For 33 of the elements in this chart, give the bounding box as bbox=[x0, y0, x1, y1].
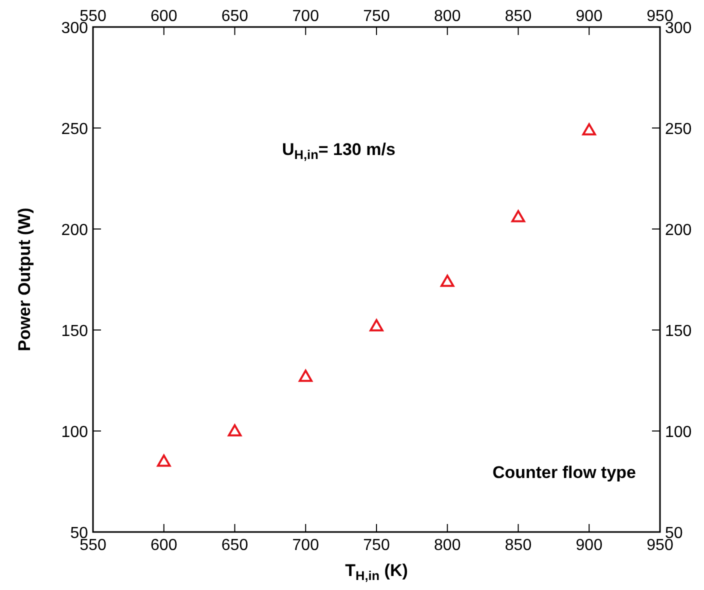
x2-tick-label: 800 bbox=[434, 537, 461, 554]
y-axis-title: Power Output (W) bbox=[15, 208, 34, 352]
y2-tick-label: 200 bbox=[665, 222, 692, 239]
x2-tick-label: 600 bbox=[150, 537, 178, 554]
y2-tick-label: 150 bbox=[665, 323, 692, 340]
annotation: U$_{H,in}$= 130 m/s bbox=[282, 140, 396, 162]
point bbox=[511, 210, 526, 222]
y-tick-label: 200 bbox=[61, 222, 88, 239]
x-tick-label: 750 bbox=[363, 8, 390, 25]
x-tick-label: 600 bbox=[150, 8, 178, 25]
x-tick-label: 800 bbox=[434, 8, 461, 25]
y-tick-label: 250 bbox=[61, 121, 88, 138]
point bbox=[228, 424, 242, 436]
y2-tick-label: 100 bbox=[665, 424, 692, 441]
x2-tick-label: 850 bbox=[504, 537, 532, 554]
y2-tick-label: 250 bbox=[665, 121, 692, 138]
x-axis-title: T$_{H,in}$ (K) bbox=[345, 561, 408, 583]
x-tick-label: 850 bbox=[504, 8, 532, 25]
x2-tick-label: 650 bbox=[221, 537, 248, 554]
x2-tick-label: 750 bbox=[363, 537, 390, 554]
y-tick-label: 100 bbox=[61, 424, 88, 441]
x-tick-label: 650 bbox=[221, 8, 248, 25]
point bbox=[156, 454, 171, 467]
annotation: Counter flow type bbox=[492, 463, 636, 482]
point bbox=[370, 319, 384, 332]
y-tick-label: 150 bbox=[61, 323, 88, 340]
x2-tick-label: 900 bbox=[576, 537, 603, 554]
x2-tick-label: 700 bbox=[292, 537, 320, 554]
x-tick-label: 700 bbox=[292, 8, 320, 25]
x-tick-label: 900 bbox=[576, 8, 603, 25]
point bbox=[582, 123, 596, 136]
point bbox=[440, 274, 454, 287]
point bbox=[298, 370, 313, 382]
